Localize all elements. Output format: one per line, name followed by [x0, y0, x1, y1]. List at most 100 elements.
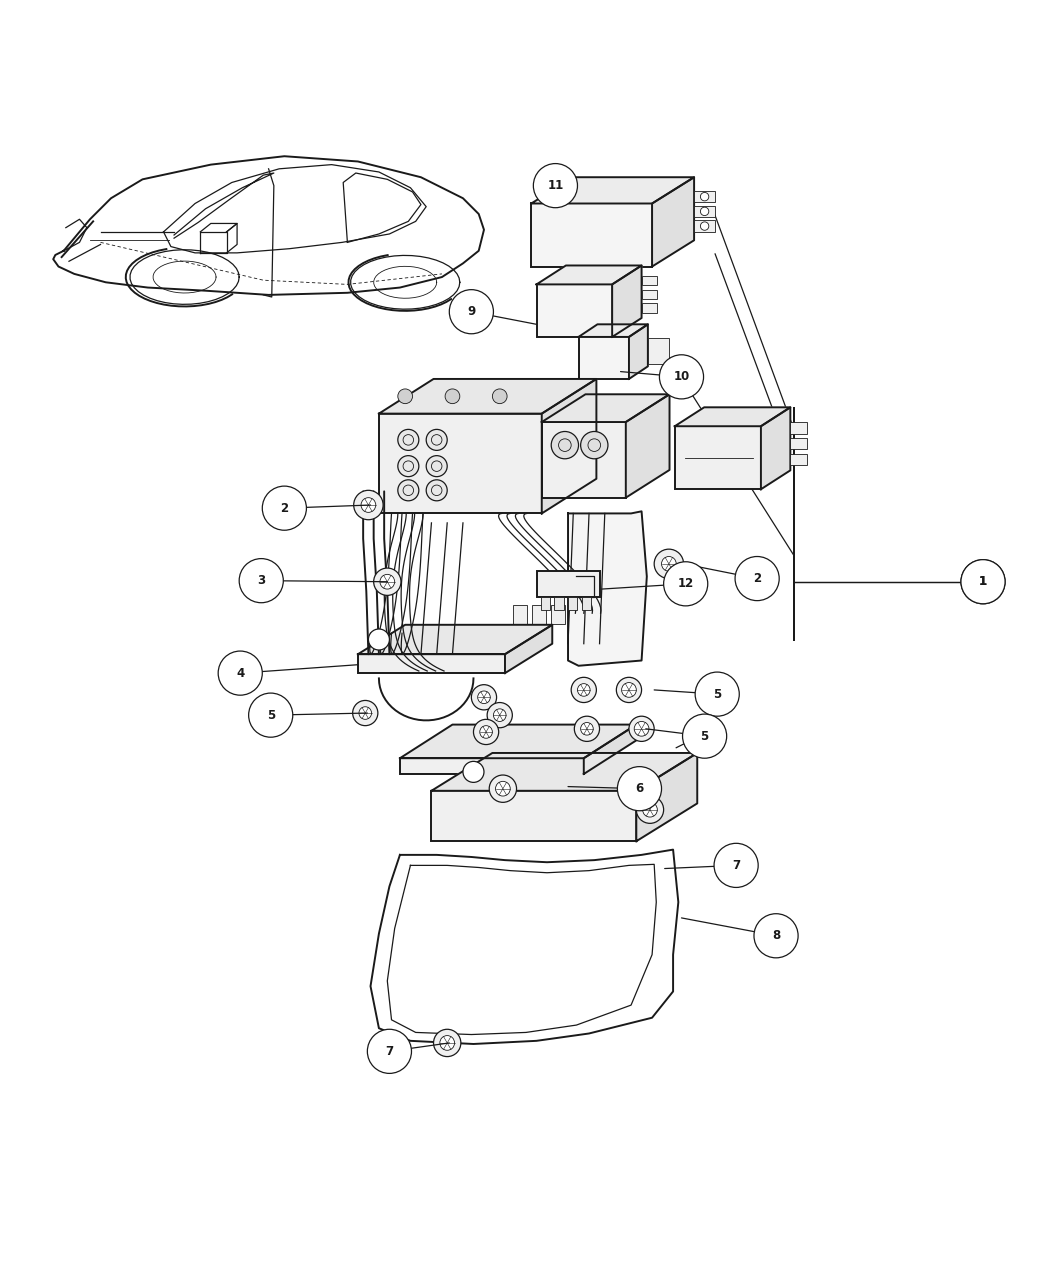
Polygon shape — [505, 624, 552, 673]
Circle shape — [426, 430, 447, 450]
Circle shape — [480, 725, 492, 738]
FancyBboxPatch shape — [694, 220, 715, 231]
FancyBboxPatch shape — [790, 422, 807, 434]
FancyBboxPatch shape — [551, 605, 565, 624]
Circle shape — [445, 389, 460, 404]
Circle shape — [571, 678, 596, 702]
Text: 1: 1 — [979, 576, 987, 588]
FancyBboxPatch shape — [379, 413, 542, 513]
Polygon shape — [612, 266, 642, 336]
FancyBboxPatch shape — [674, 426, 761, 490]
Text: 5: 5 — [713, 688, 722, 701]
Text: 5: 5 — [266, 709, 275, 721]
FancyBboxPatch shape — [790, 437, 807, 449]
Circle shape — [398, 430, 419, 450]
Circle shape — [578, 684, 590, 696]
Circle shape — [478, 691, 490, 703]
Polygon shape — [542, 394, 669, 422]
FancyBboxPatch shape — [537, 572, 600, 597]
Text: 3: 3 — [257, 574, 265, 587]
Circle shape — [426, 480, 447, 501]
Circle shape — [440, 1036, 454, 1050]
Polygon shape — [629, 325, 648, 379]
Text: 1: 1 — [979, 576, 987, 588]
FancyBboxPatch shape — [694, 191, 715, 202]
FancyBboxPatch shape — [400, 758, 584, 774]
Circle shape — [629, 716, 654, 742]
Circle shape — [248, 693, 292, 737]
Circle shape — [643, 802, 658, 817]
Circle shape — [551, 431, 579, 459]
Circle shape — [960, 560, 1005, 604]
Polygon shape — [761, 407, 790, 490]
Text: 6: 6 — [635, 783, 644, 796]
Circle shape — [433, 1030, 461, 1056]
Polygon shape — [674, 407, 790, 426]
Text: 5: 5 — [701, 729, 709, 743]
Circle shape — [664, 561, 708, 606]
Text: 7: 7 — [732, 859, 741, 872]
Circle shape — [368, 629, 389, 650]
FancyBboxPatch shape — [642, 303, 658, 313]
Text: 11: 11 — [547, 179, 564, 192]
FancyBboxPatch shape — [694, 206, 715, 217]
Circle shape — [960, 560, 1005, 604]
FancyBboxPatch shape — [532, 605, 546, 624]
Circle shape — [683, 714, 727, 758]
Text: 8: 8 — [772, 930, 781, 943]
Text: 9: 9 — [467, 306, 476, 318]
Circle shape — [636, 796, 664, 824]
Text: 2: 2 — [280, 501, 288, 514]
FancyBboxPatch shape — [648, 338, 669, 365]
Text: 10: 10 — [673, 371, 690, 384]
Polygon shape — [431, 753, 697, 790]
Circle shape — [489, 775, 517, 802]
Circle shape — [239, 559, 283, 602]
Text: 7: 7 — [385, 1045, 393, 1058]
Circle shape — [367, 1030, 411, 1073]
Circle shape — [492, 389, 507, 404]
FancyBboxPatch shape — [579, 336, 629, 379]
Circle shape — [634, 721, 649, 737]
FancyBboxPatch shape — [531, 203, 652, 266]
Circle shape — [695, 671, 740, 716]
Circle shape — [218, 651, 262, 696]
Circle shape — [495, 781, 510, 796]
Circle shape — [735, 556, 780, 601]
Circle shape — [473, 719, 499, 744]
FancyBboxPatch shape — [582, 597, 591, 610]
Circle shape — [262, 486, 306, 531]
Polygon shape — [636, 753, 697, 842]
FancyBboxPatch shape — [537, 284, 612, 336]
Polygon shape — [568, 512, 647, 666]
Circle shape — [493, 709, 506, 721]
Circle shape — [361, 498, 376, 513]
Circle shape — [660, 354, 704, 399]
Circle shape — [398, 389, 412, 404]
FancyBboxPatch shape — [542, 422, 626, 498]
FancyBboxPatch shape — [358, 655, 505, 673]
Circle shape — [463, 761, 484, 783]
FancyBboxPatch shape — [642, 276, 658, 285]
Circle shape — [701, 192, 709, 201]
Circle shape — [662, 556, 676, 572]
Polygon shape — [542, 379, 596, 513]
Polygon shape — [400, 725, 636, 758]
Circle shape — [616, 678, 642, 702]
FancyBboxPatch shape — [554, 597, 564, 610]
Circle shape — [352, 701, 378, 725]
Polygon shape — [379, 379, 596, 413]
Circle shape — [714, 843, 758, 888]
Polygon shape — [652, 178, 694, 266]
Polygon shape — [358, 624, 552, 655]
FancyBboxPatch shape — [541, 597, 550, 610]
Polygon shape — [584, 725, 636, 774]
Text: 2: 2 — [753, 572, 762, 585]
Circle shape — [398, 455, 419, 477]
Circle shape — [754, 913, 798, 958]
Polygon shape — [531, 178, 694, 203]
Text: 4: 4 — [236, 666, 244, 679]
Circle shape — [574, 716, 600, 742]
Circle shape — [426, 455, 447, 477]
Circle shape — [487, 702, 512, 728]
